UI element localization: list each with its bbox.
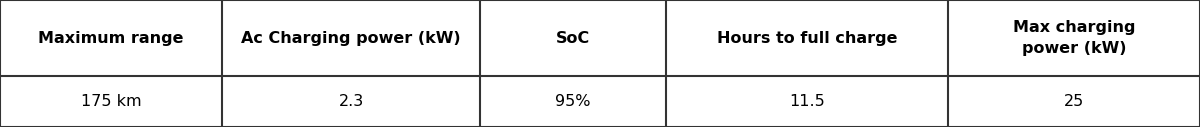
Text: 11.5: 11.5 [790,94,824,109]
Text: 25: 25 [1064,94,1084,109]
Text: Ac Charging power (kW): Ac Charging power (kW) [241,31,461,46]
Text: Hours to full charge: Hours to full charge [716,31,898,46]
Text: SoC: SoC [556,31,590,46]
Text: Max charging
power (kW): Max charging power (kW) [1013,20,1135,56]
Text: Maximum range: Maximum range [38,31,184,46]
Text: 2.3: 2.3 [338,94,364,109]
Text: 175 km: 175 km [80,94,142,109]
Text: 95%: 95% [556,94,590,109]
